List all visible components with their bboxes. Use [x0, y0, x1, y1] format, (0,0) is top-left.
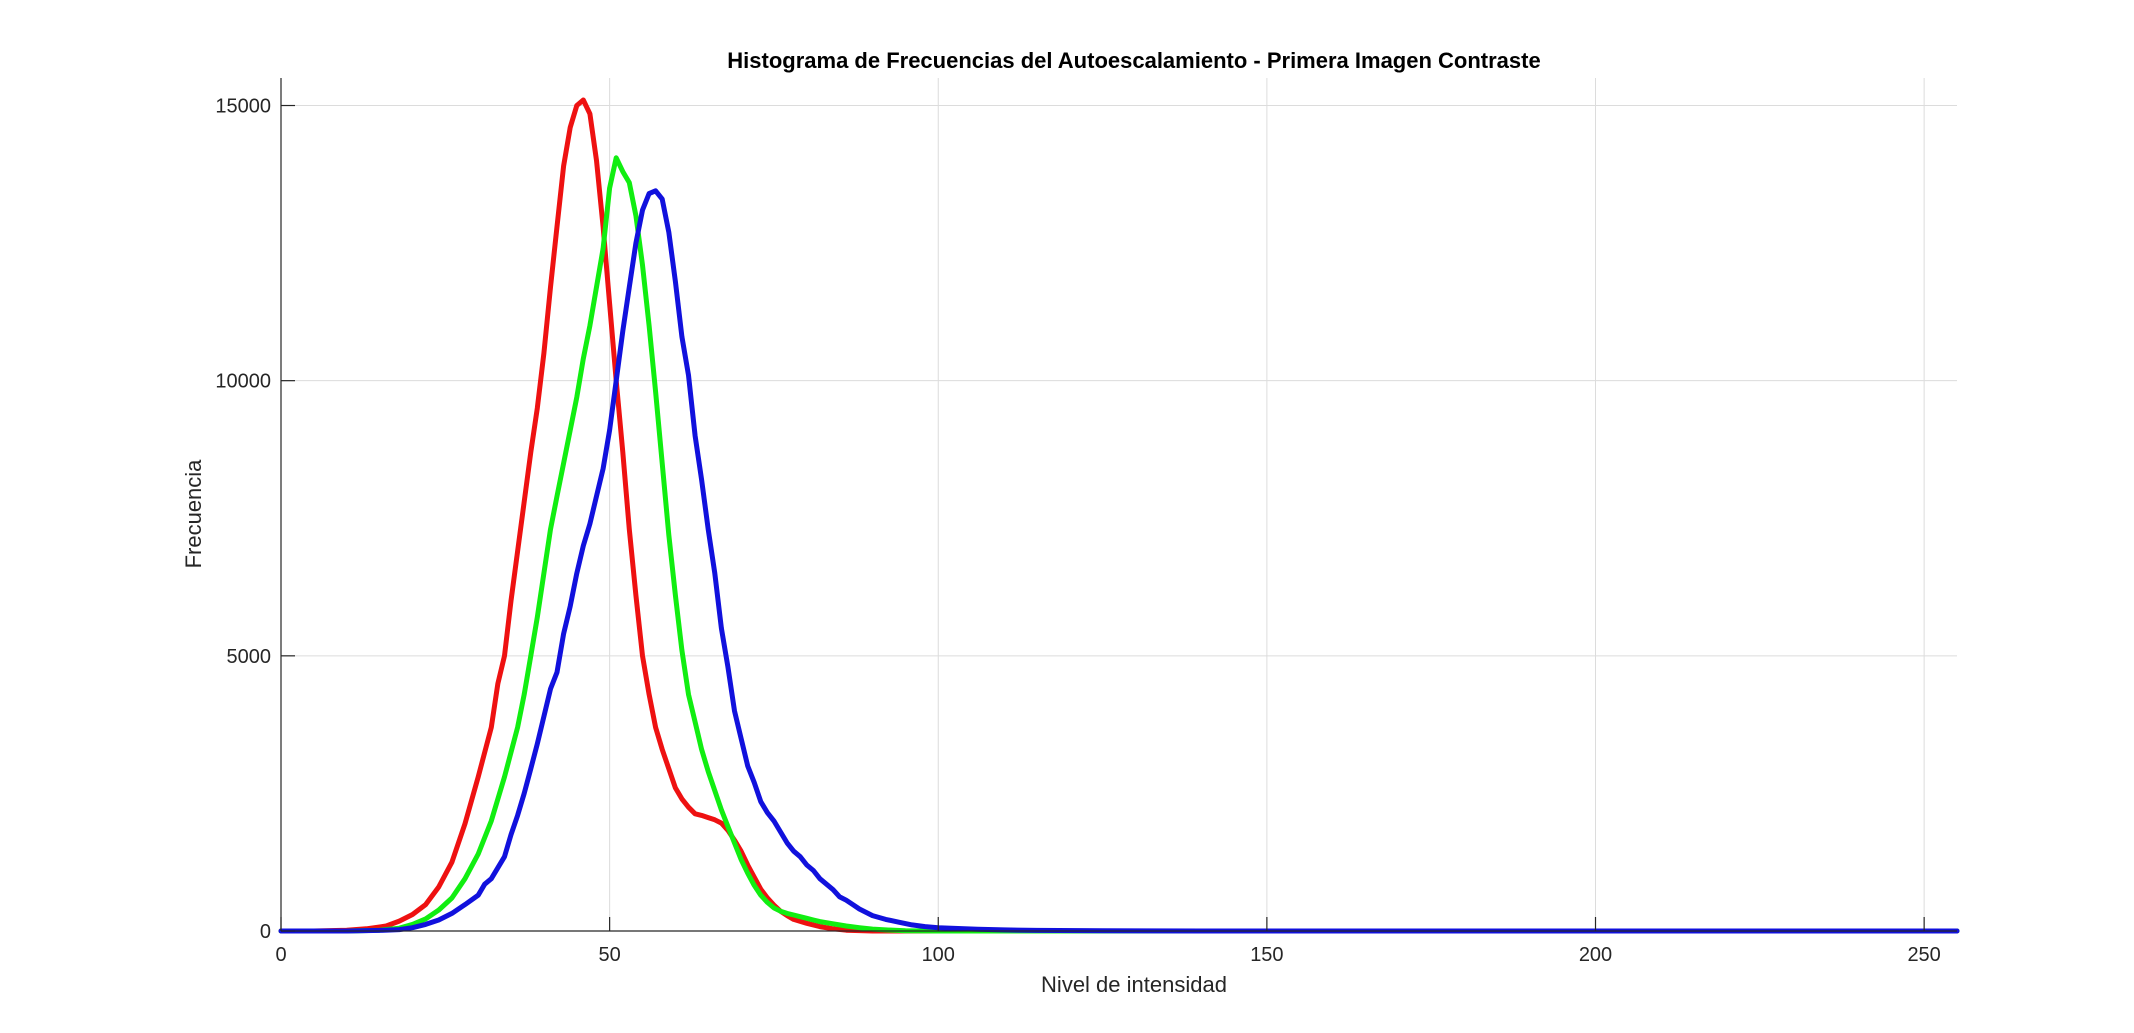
x-tick-label: 200	[1579, 944, 1612, 966]
y-tick-label: 10000	[215, 371, 271, 393]
series-group	[278, 97, 1960, 934]
x-tick-label: 0	[275, 944, 286, 966]
x-tick-label: 150	[1250, 944, 1283, 966]
y-tick-label: 15000	[215, 96, 271, 118]
grid	[281, 78, 1957, 931]
x-tick-label: 250	[1907, 944, 1940, 966]
y-tick-label: 0	[260, 921, 271, 943]
x-tick-label: 100	[922, 944, 955, 966]
series-line-3	[278, 188, 1960, 934]
tick-labels: 0 50 100 150 200 250 0 5000 10000 15000	[215, 96, 1940, 966]
y-axis-label: Frecuencia	[181, 459, 206, 569]
series-line-2	[278, 155, 1960, 934]
x-axis-label: Nivel de intensidad	[1041, 972, 1227, 997]
y-tick-label: 5000	[227, 646, 272, 668]
x-tick-label: 50	[599, 944, 621, 966]
axes	[280, 78, 1957, 932]
series-line-1	[278, 97, 1960, 934]
chart-title: Histograma de Frecuencias del Autoescala…	[727, 48, 1540, 73]
